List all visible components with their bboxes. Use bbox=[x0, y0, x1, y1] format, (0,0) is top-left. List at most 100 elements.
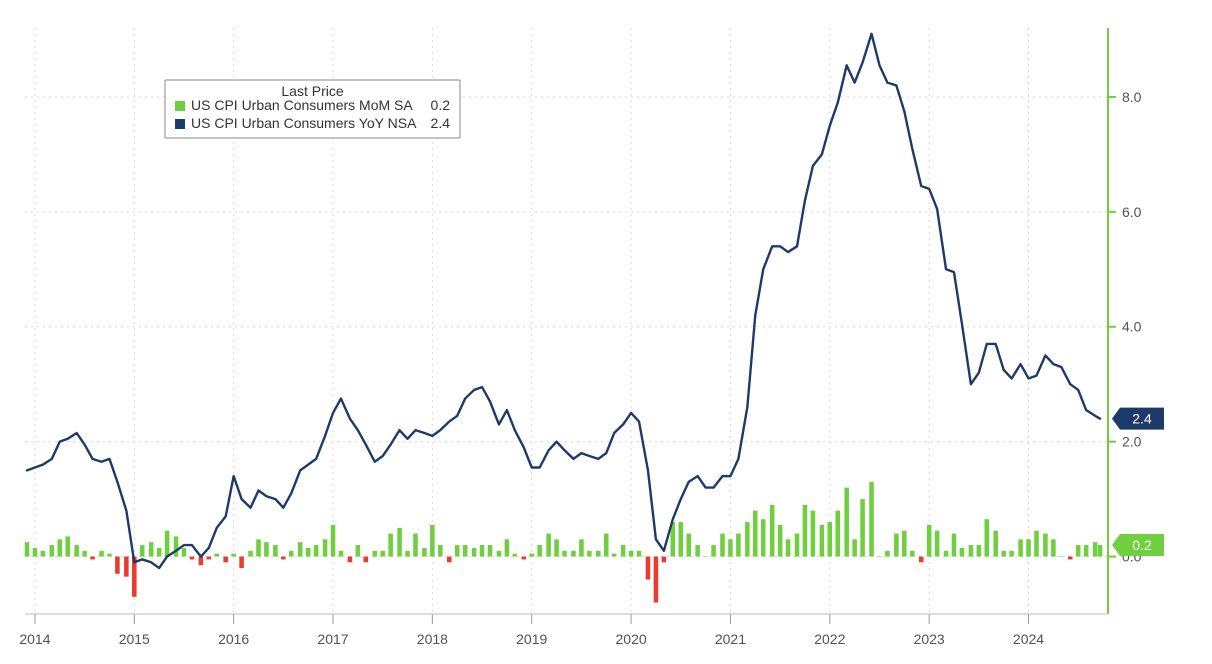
mom-bar bbox=[90, 557, 95, 560]
mom-bar bbox=[25, 542, 30, 556]
mom-bar bbox=[852, 539, 857, 556]
mom-bar bbox=[513, 554, 518, 557]
y-tick-label: 8.0 bbox=[1122, 89, 1142, 105]
mom-bar bbox=[1001, 551, 1006, 557]
mom-bar bbox=[182, 548, 187, 557]
mom-bar bbox=[521, 557, 526, 560]
mom-bar bbox=[447, 557, 452, 563]
mom-bar bbox=[314, 545, 319, 556]
mom-bar bbox=[629, 551, 634, 557]
mom-bar bbox=[422, 548, 427, 557]
legend-swatch bbox=[175, 119, 185, 129]
mom-bar bbox=[612, 554, 617, 557]
mom-bar bbox=[1093, 542, 1098, 556]
mom-bar bbox=[877, 557, 882, 558]
mom-bar bbox=[248, 551, 253, 557]
mom-bar bbox=[430, 525, 435, 557]
mom-bar bbox=[786, 539, 791, 556]
mom-bar bbox=[1068, 557, 1073, 560]
mom-bar bbox=[745, 522, 750, 556]
legend-label: US CPI Urban Consumers MoM SA bbox=[191, 97, 413, 113]
legend: Last PriceUS CPI Urban Consumers MoM SA0… bbox=[165, 80, 460, 138]
legend-label: US CPI Urban Consumers YoY NSA bbox=[191, 115, 417, 131]
mom-bar bbox=[646, 557, 651, 580]
mom-bar bbox=[207, 557, 212, 560]
mom-bar bbox=[380, 551, 385, 557]
mom-bar bbox=[157, 548, 162, 557]
mom-bar bbox=[910, 551, 915, 557]
mom-bar bbox=[869, 482, 874, 557]
mom-bar bbox=[835, 511, 840, 557]
mom-bar bbox=[107, 554, 112, 557]
x-tick-label: 2016 bbox=[218, 631, 249, 647]
mom-bar bbox=[50, 545, 55, 556]
mom-bar bbox=[1026, 539, 1031, 556]
mom-bar bbox=[124, 557, 129, 577]
mom-bar bbox=[256, 539, 261, 556]
legend-swatch bbox=[175, 101, 185, 111]
mom-bar bbox=[820, 525, 825, 557]
mom-bar bbox=[969, 545, 974, 556]
mom-bar bbox=[488, 545, 493, 556]
y-tick-label: 2.0 bbox=[1122, 434, 1142, 450]
mom-bar bbox=[1009, 551, 1014, 557]
mom-bar bbox=[65, 536, 70, 556]
mom-bar bbox=[927, 525, 932, 557]
mom-bar bbox=[323, 539, 328, 556]
mom-bar bbox=[174, 536, 179, 556]
mom-bar bbox=[348, 557, 353, 563]
cpi-combo-chart: 0.02.04.06.08.02014201520162017201820192… bbox=[0, 0, 1212, 664]
mom-bar bbox=[587, 551, 592, 557]
mom-bar bbox=[289, 551, 294, 557]
mom-bar bbox=[1098, 545, 1103, 556]
mom-bar bbox=[273, 545, 278, 556]
legend-value: 2.4 bbox=[431, 115, 451, 131]
mom-bar bbox=[455, 545, 460, 556]
mom-bar bbox=[388, 534, 393, 557]
x-tick-label: 2022 bbox=[814, 631, 845, 647]
mom-bar bbox=[57, 539, 62, 556]
mom-bar bbox=[1051, 539, 1056, 556]
x-tick-label: 2023 bbox=[914, 631, 945, 647]
x-tick-label: 2020 bbox=[616, 631, 647, 647]
x-tick-label: 2015 bbox=[119, 631, 150, 647]
mom-bar bbox=[281, 557, 286, 560]
mom-bar bbox=[753, 511, 758, 557]
mom-bar bbox=[497, 551, 502, 557]
mom-bar bbox=[264, 542, 269, 556]
mom-bar bbox=[140, 545, 145, 556]
y-tick-label: 6.0 bbox=[1122, 204, 1142, 220]
mom-bar bbox=[82, 551, 87, 557]
mom-bar bbox=[546, 534, 551, 557]
mom-bar bbox=[803, 505, 808, 557]
mom-bar bbox=[214, 554, 219, 557]
x-tick-label: 2018 bbox=[417, 631, 448, 647]
x-tick-label: 2017 bbox=[317, 631, 348, 647]
mom-bar bbox=[728, 539, 733, 556]
mom-bar bbox=[960, 548, 965, 557]
mom-bar bbox=[1034, 531, 1039, 557]
mom-bar bbox=[356, 545, 361, 556]
mom-bar bbox=[562, 551, 567, 557]
mom-bar bbox=[778, 525, 783, 557]
x-tick-label: 2014 bbox=[19, 631, 50, 647]
mom-bar bbox=[190, 557, 195, 560]
mom-bar bbox=[736, 534, 741, 557]
mom-bar bbox=[41, 551, 46, 557]
mom-bar bbox=[935, 531, 940, 557]
mom-bar bbox=[463, 545, 468, 556]
svg-text:0.2: 0.2 bbox=[1132, 537, 1152, 553]
mom-bar bbox=[115, 557, 120, 574]
mom-bar bbox=[339, 551, 344, 557]
mom-bar bbox=[298, 542, 303, 556]
mom-bar bbox=[944, 551, 949, 557]
mom-bar bbox=[239, 557, 244, 568]
mom-bar bbox=[695, 545, 700, 556]
mom-bar bbox=[711, 545, 716, 556]
mom-bar bbox=[795, 534, 800, 557]
mom-bar bbox=[952, 534, 957, 557]
mom-bar bbox=[397, 528, 402, 557]
mom-bar bbox=[885, 551, 890, 557]
mom-bar bbox=[480, 545, 485, 556]
chart-svg: 0.02.04.06.08.02014201520162017201820192… bbox=[0, 0, 1212, 664]
